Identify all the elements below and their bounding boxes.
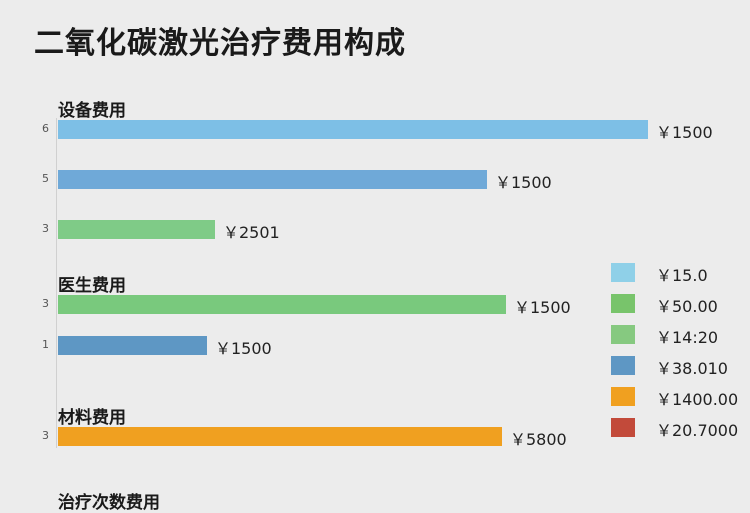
legend-label: ￥14:20	[656, 328, 719, 347]
y-tick-label: 6	[42, 122, 49, 135]
group-label: 材料费用	[58, 408, 126, 428]
bar[interactable]	[58, 427, 502, 446]
bar-value-label: ￥2501	[223, 223, 280, 242]
bar-value-label: ￥1500	[215, 339, 272, 358]
bar-value-label: ￥5800	[510, 430, 567, 449]
legend-label: ￥20.7000	[656, 421, 739, 440]
legend-swatch	[611, 387, 635, 406]
legend-swatch	[611, 356, 635, 375]
group-label: 设备费用	[58, 101, 126, 121]
chart: 二氧化碳激光治疗费用构成 设备费用医生费用材料费用治疗次数费用 6 ￥1500 5 ￥1…	[34, 26, 739, 513]
legend-label: ￥15.0	[656, 266, 708, 285]
bar-value-label: ￥1500	[514, 298, 571, 317]
y-tick-label: 1	[42, 338, 49, 351]
legend-swatch	[611, 325, 635, 344]
bar[interactable]	[58, 170, 487, 189]
group-label: 医生费用	[58, 276, 126, 296]
bar-value-label: ￥1500	[495, 173, 552, 192]
legend-label: ￥50.00	[656, 297, 718, 316]
y-tick-label: 3	[42, 429, 49, 442]
chart-title: 二氧化碳激光治疗费用构成	[34, 26, 406, 61]
legend-swatch	[611, 418, 635, 437]
y-tick-label: 3	[42, 222, 49, 235]
legend-swatch	[611, 294, 635, 313]
bar-value-label: ￥1500	[656, 123, 713, 142]
bar[interactable]	[58, 120, 648, 139]
legend-swatch	[611, 263, 635, 282]
bar[interactable]	[58, 336, 207, 355]
legend-label: ￥1400.00	[656, 390, 739, 409]
y-axis-line	[56, 118, 57, 448]
legend-label: ￥38.010	[656, 359, 728, 378]
y-tick-label: 3	[42, 297, 49, 310]
bar[interactable]	[58, 220, 215, 239]
y-tick-label: 5	[42, 172, 49, 185]
group-label: 治疗次数费用	[58, 493, 160, 513]
bar[interactable]	[58, 295, 506, 314]
